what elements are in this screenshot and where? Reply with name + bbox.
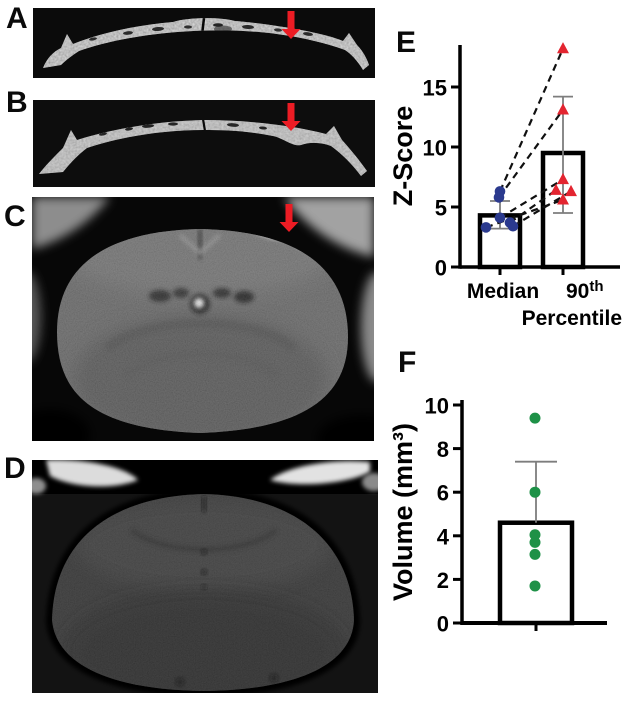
median-point: [493, 192, 505, 203]
panel-e-label: E: [396, 26, 417, 59]
panel-a-label: A: [6, 2, 28, 35]
p90-point: [557, 193, 569, 205]
x-tick-label-percentile: Percentile: [522, 307, 622, 330]
panel-b: [33, 100, 375, 187]
brain-interior: [52, 494, 354, 691]
p90-point: [550, 183, 562, 195]
y-axis-title: Volume (mm³): [390, 423, 418, 601]
panel-c: [32, 197, 374, 441]
y-tick-label: 4: [437, 524, 450, 549]
points-median: [480, 186, 519, 233]
pair-line: [498, 48, 565, 192]
y-tick-label: 8: [437, 437, 449, 462]
edge-tissue-right: [361, 272, 374, 382]
volume-point: [529, 536, 541, 548]
muscle-tissue-right: [284, 197, 374, 257]
panel-d: [32, 460, 378, 693]
y-tick-label: 0: [437, 612, 449, 637]
edge-bright-left: [32, 478, 46, 494]
pair-line: [499, 178, 564, 219]
panel-a-image: [33, 8, 375, 78]
y-axis-title: Z-Score: [390, 106, 418, 207]
p90-point: [557, 103, 569, 115]
chart-zscore: 0 5 10 15 Median 90th Percentile Z-Score: [390, 42, 622, 330]
panel-a: [33, 8, 375, 78]
y-tick-label: 6: [437, 481, 449, 506]
volume-point: [529, 548, 541, 560]
x-tick-label-median: Median: [467, 280, 539, 303]
labels: Median 90th Percentile Z-Score: [390, 106, 622, 330]
red-arrow-icon: [281, 11, 301, 39]
points-90th: [550, 42, 577, 205]
corner-shadow-right: [317, 415, 374, 441]
panel-e: 0 5 10 15 Median 90th Percentile Z-Score: [390, 35, 627, 340]
volume-point: [529, 486, 541, 498]
panel-c-image: [32, 197, 374, 441]
x-tick-label-90th: 90th: [566, 278, 604, 303]
panel-f-label: F: [398, 346, 417, 379]
p90-point: [557, 42, 569, 54]
panel-d-label: D: [4, 452, 26, 485]
chart-volume: 0 2 4 6 8 10 Volume (mm³): [390, 394, 607, 637]
edge-bright-right: [362, 473, 378, 491]
fat-pad-right: [270, 460, 370, 485]
muscle-tissue-left: [32, 197, 110, 249]
y-tick-label: 2: [437, 568, 449, 593]
volume-point: [529, 580, 541, 592]
pair-line: [509, 189, 557, 224]
panel-b-image: [33, 100, 375, 187]
volume-point: [529, 529, 541, 541]
y-tick-label: 10: [425, 394, 449, 419]
fat-pad-left: [46, 460, 138, 487]
panel-f: 0 2 4 6 8 10 Volume (mm³): [390, 350, 627, 660]
pair-line: [498, 109, 564, 199]
points: [529, 412, 541, 592]
p90-point: [565, 184, 577, 197]
panel-d-image: [32, 460, 378, 693]
y-tick-label: 5: [435, 196, 447, 221]
panel-c-label: C: [4, 200, 26, 233]
y-tick-label: 15: [423, 76, 447, 101]
y-tick-label: 0: [435, 256, 447, 281]
red-arrow-icon: [281, 103, 301, 131]
median-point: [507, 220, 519, 232]
panel-b-label: B: [6, 86, 28, 119]
corner-shadow-left: [32, 409, 90, 441]
volume-point: [529, 412, 541, 424]
edge-tissue-left: [32, 274, 41, 360]
labels: Volume (mm³): [390, 423, 418, 601]
p90-point: [557, 172, 569, 185]
y-tick-label: 10: [423, 136, 447, 161]
red-arrow-icon: [279, 204, 299, 232]
axes: 0 5 10 15: [423, 45, 620, 281]
median-point: [494, 212, 506, 224]
median-point: [480, 222, 492, 233]
